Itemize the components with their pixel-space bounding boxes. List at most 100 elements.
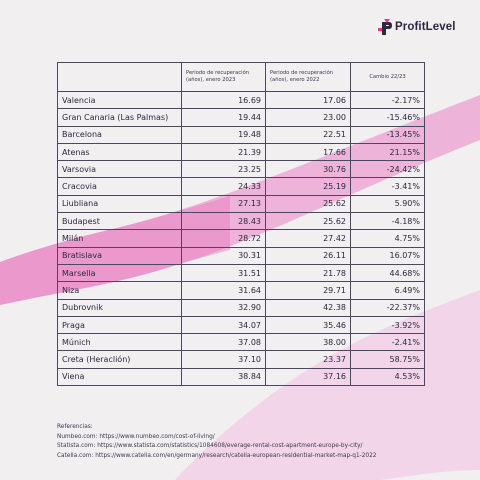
- city-cell: Marsella: [57, 263, 182, 283]
- table-row: Gran Canaria (Las Palmas) 19.44 23.00 -15.4…: [57, 108, 425, 127]
- value-cell: 31.51: [181, 263, 266, 283]
- value-cell: 38.00: [265, 333, 351, 352]
- table-row: Viena 38.84 37.16 4.53%: [57, 367, 425, 387]
- table-header-row: Periodo de recuperación (años), enero 20…: [57, 62, 425, 92]
- value-cell: 28.43: [181, 212, 266, 231]
- table-row: Barcelona 19.48 22.51 -13.45%: [57, 125, 425, 144]
- city-cell: Gran Canaria (Las Palmas): [57, 108, 182, 127]
- value-cell: 25.19: [265, 177, 351, 196]
- value-cell: 37.16: [265, 367, 351, 387]
- profitlevel-mark-icon: [378, 19, 392, 35]
- references-title: Referencias:: [57, 424, 93, 430]
- value-cell: 42.38: [265, 298, 351, 317]
- value-cell: 21.15%: [350, 142, 425, 162]
- value-cell: 58.75%: [350, 350, 425, 369]
- city-cell: Múnich: [57, 333, 182, 352]
- table-body: Valencia 16.69 17.06 -2.17% Gran Canaria (La…: [57, 90, 425, 387]
- table-row: Budapest 28.43 25.62 -4.18%: [57, 212, 425, 231]
- table-row: Varsovia 23.25 30.76 -24.42%: [57, 160, 425, 179]
- value-cell: 16.69: [181, 90, 266, 110]
- city-cell: Viena: [57, 367, 182, 387]
- city-cell: Creta (Heraclión): [57, 350, 182, 369]
- city-cell: Barcelona: [57, 125, 182, 144]
- value-cell: -2.41%: [350, 333, 425, 352]
- city-cell: Cracovia: [57, 177, 182, 196]
- references: Referencias: Numbeo.com: https://www.num…: [57, 423, 467, 461]
- city-cell: Niza: [57, 281, 182, 300]
- city-cell: Dubrovnik: [57, 298, 182, 317]
- value-cell: 22.51: [265, 125, 351, 144]
- profitlevel-logo: ProfitLevel: [378, 18, 456, 36]
- value-cell: 44.68%: [350, 263, 425, 283]
- value-cell: 17.06: [265, 90, 351, 110]
- value-cell: -13.45%: [350, 125, 425, 144]
- table-row: Niza 31.64 29.71 6.49%: [57, 281, 425, 300]
- value-cell: 35.46: [265, 315, 351, 335]
- value-cell: 27.13: [181, 194, 266, 214]
- value-cell: 24.33: [181, 177, 266, 196]
- reference-line: Catella.com: https://www.catella.com/en/…: [57, 452, 377, 459]
- table-row: Múnich 37.08 38.00 -2.41%: [57, 333, 425, 352]
- city-cell: Varsovia: [57, 160, 182, 179]
- value-cell: 5.90%: [350, 194, 425, 214]
- value-cell: -2.17%: [350, 90, 425, 110]
- table-row: Cracovia 24.33 25.19 -3.41%: [57, 177, 425, 196]
- city-cell: Bratislava: [57, 246, 182, 265]
- value-cell: 6.49%: [350, 281, 425, 300]
- value-cell: 31.64: [181, 281, 266, 300]
- city-cell: Praga: [57, 315, 182, 335]
- table-row: Dubrovnik 32.90 42.38 -22.37%: [57, 298, 425, 317]
- table-row: Milán 28.72 27.42 4.75%: [57, 229, 425, 248]
- reference-line: Numbeo.com: https://www.numbeo.com/cost-…: [57, 433, 215, 440]
- value-cell: 19.48: [181, 125, 266, 144]
- value-cell: 29.71: [265, 281, 351, 300]
- value-cell: 37.10: [181, 350, 266, 369]
- table-row: Marsella 31.51 21.78 44.68%: [57, 263, 425, 283]
- city-cell: Milán: [57, 229, 182, 248]
- city-cell: Budapest: [57, 212, 182, 231]
- value-cell: -3.41%: [350, 177, 425, 196]
- header-col-1: Periodo de recuperación (años), enero 20…: [181, 62, 266, 92]
- value-cell: 16.07%: [350, 246, 425, 265]
- reference-line: Statista.com: https://www.statista.com/s…: [57, 443, 363, 449]
- value-cell: 23.00: [265, 108, 351, 127]
- value-cell: 21.78: [265, 263, 351, 283]
- brand-name: ProfitLevel: [395, 21, 456, 33]
- value-cell: 4.75%: [350, 229, 425, 248]
- value-cell: -15.46%: [350, 108, 425, 127]
- table-row: Bratislava 30.31 26.11 16.07%: [57, 246, 425, 265]
- value-cell: -24.42%: [350, 160, 425, 179]
- value-cell: 27.42: [265, 229, 351, 248]
- value-cell: 30.31: [181, 246, 266, 265]
- value-cell: -4.18%: [350, 212, 425, 231]
- city-cell: Liubliana: [57, 194, 182, 214]
- value-cell: -3.92%: [350, 315, 425, 335]
- value-cell: 23.25: [181, 160, 266, 179]
- value-cell: 17.66: [265, 142, 351, 162]
- value-cell: 37.08: [181, 333, 266, 352]
- table-row: Liubliana 27.13 25.62 5.90%: [57, 194, 425, 214]
- payback-period-table: Periodo de recuperación (años), enero 20…: [57, 62, 425, 387]
- value-cell: 38.84: [181, 367, 266, 387]
- header-col-3: Cambio 22/23: [350, 62, 425, 92]
- value-cell: -22.37%: [350, 298, 425, 317]
- value-cell: 34.07: [181, 315, 266, 335]
- value-cell: 4.53%: [350, 367, 425, 387]
- value-cell: 25.62: [265, 212, 351, 231]
- table-row: Creta (Heraclión) 37.10 23.37 58.75%: [57, 350, 425, 369]
- value-cell: 28.72: [181, 229, 266, 248]
- value-cell: 23.37: [265, 350, 351, 369]
- header-col-2: Periodo de recuperación (años), enero 20…: [265, 62, 351, 92]
- city-cell: Atenas: [57, 142, 182, 162]
- table-row: Atenas 21.39 17.66 21.15%: [57, 142, 425, 162]
- city-cell: Valencia: [57, 90, 182, 110]
- table-row: Praga 34.07 35.46 -3.92%: [57, 315, 425, 335]
- value-cell: 21.39: [181, 142, 266, 162]
- value-cell: 19.44: [181, 108, 266, 127]
- table-row: Valencia 16.69 17.06 -2.17%: [57, 90, 425, 110]
- value-cell: 32.90: [181, 298, 266, 317]
- value-cell: 30.76: [265, 160, 351, 179]
- value-cell: 25.62: [265, 194, 351, 214]
- value-cell: 26.11: [265, 246, 351, 265]
- header-city: [57, 62, 182, 92]
